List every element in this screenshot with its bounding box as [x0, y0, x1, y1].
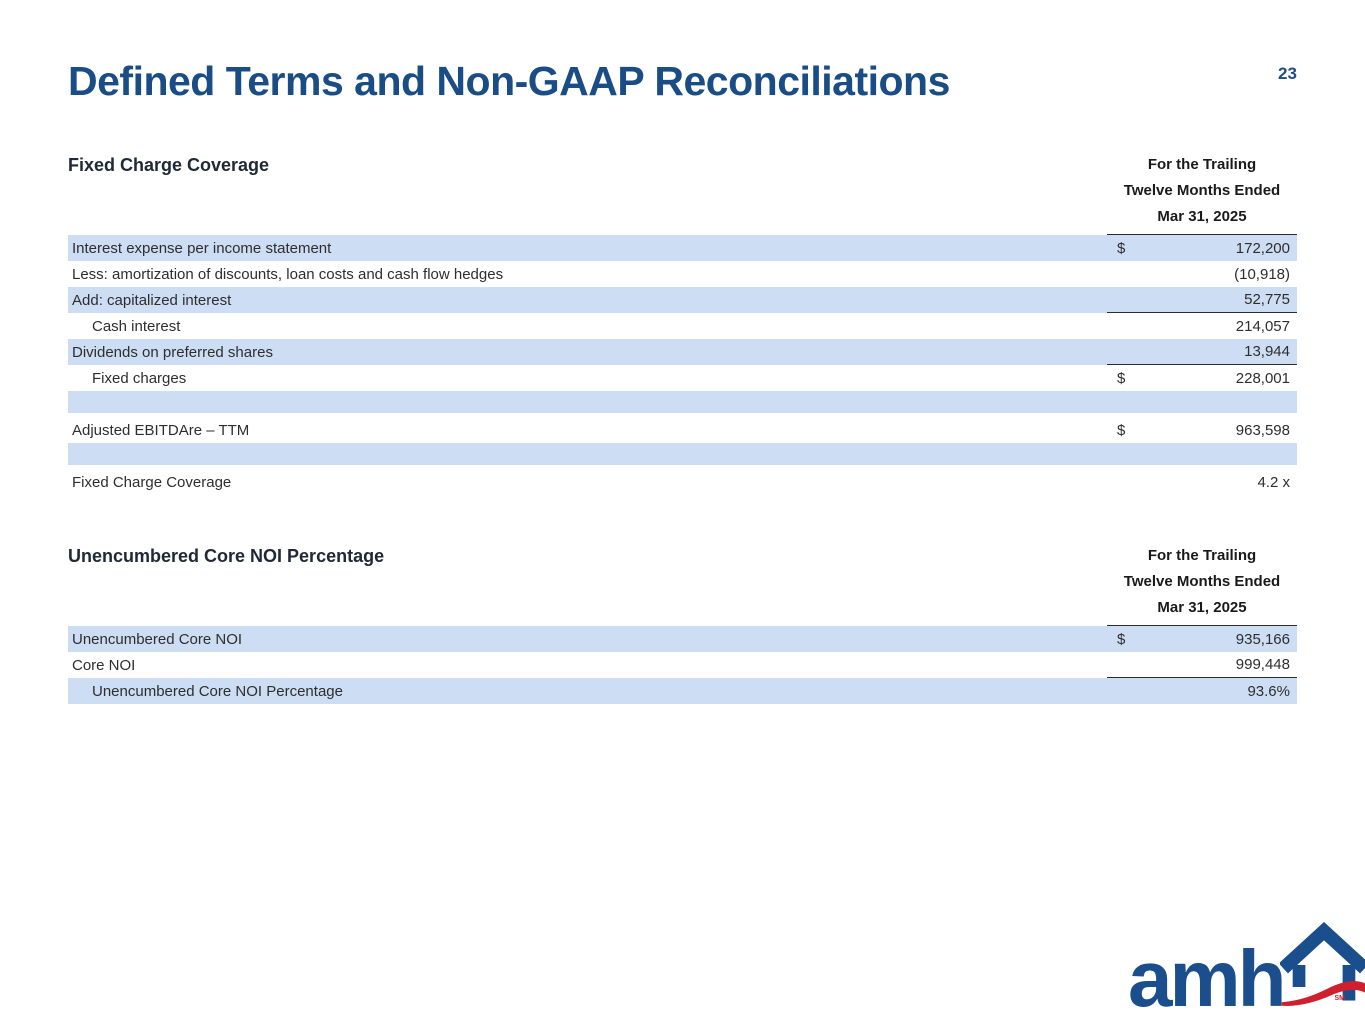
row-amount: 999,448	[1107, 652, 1297, 678]
table-row: Fixed Charge Coverage 4.2 x	[68, 469, 1297, 495]
row-value: 4.2 x	[1257, 473, 1290, 491]
table-row: Cash interest 214,057	[68, 313, 1297, 339]
row-label: Core NOI	[72, 656, 136, 674]
row-label: Fixed Charge Coverage	[72, 473, 232, 491]
period-line: For the Trailing	[1147, 547, 1257, 564]
row-value: (10,918)	[1234, 265, 1290, 283]
row-amount: 93.6%	[1107, 678, 1297, 704]
amh-logo: amh SM	[1128, 921, 1365, 1023]
row-value: 999,448	[1235, 656, 1290, 673]
fixed-charge-coverage-table: Fixed Charge Coverage For the Trailing T…	[68, 152, 1297, 495]
amh-wordmark: amh	[1128, 933, 1286, 1023]
row-amount: $963,598	[1107, 417, 1297, 443]
row-amount: 13,944	[1107, 339, 1297, 365]
dollar-sign: $	[1117, 630, 1126, 648]
table-row: Fixed charges $228,001	[68, 365, 1297, 391]
row-value: 935,166	[1235, 630, 1290, 648]
period-line: Mar 31, 2025	[1157, 208, 1247, 225]
dollar-sign: $	[1117, 369, 1126, 387]
row-value: 172,200	[1235, 239, 1290, 257]
page-number: 23	[1278, 64, 1297, 83]
section-heading: Fixed Charge Coverage	[68, 155, 270, 175]
row-amount: $228,001	[1107, 365, 1297, 391]
table-rows: Unencumbered Core NOI $935,166 Core NOI 999…	[68, 626, 1297, 704]
table-row: Interest expense per income statement $17…	[68, 235, 1297, 261]
table-row: Adjusted EBITDAre – TTM $963,598	[68, 417, 1297, 443]
table-row: Add: capitalized interest 52,775	[68, 287, 1297, 313]
period-header: For the Trailing Twelve Months Ended Mar…	[1107, 543, 1297, 626]
house-icon	[1278, 921, 1365, 1013]
dollar-sign: $	[1117, 421, 1126, 439]
row-amount: 4.2 x	[1107, 469, 1297, 495]
table-spacer-row	[68, 443, 1297, 465]
period-line: Twelve Months Ended	[1123, 573, 1281, 590]
period-line: Twelve Months Ended	[1123, 182, 1281, 199]
period-line: Mar 31, 2025	[1157, 599, 1247, 616]
table-row: Unencumbered Core NOI Percentage 93.6%	[68, 678, 1297, 704]
page-title: Defined Terms and Non-GAAP Reconciliatio…	[68, 58, 950, 104]
row-amount: $172,200	[1107, 235, 1297, 261]
table-header: Fixed Charge Coverage For the Trailing T…	[68, 152, 1297, 235]
row-label: Dividends on preferred shares	[72, 343, 273, 361]
table-row: Dividends on preferred shares 13,944	[68, 339, 1297, 365]
row-label: Add: capitalized interest	[72, 291, 232, 309]
period-line: For the Trailing	[1147, 156, 1257, 173]
dollar-sign: $	[1117, 239, 1126, 257]
row-value: 963,598	[1235, 421, 1290, 439]
service-mark: SM	[1334, 995, 1346, 1002]
period-header: For the Trailing Twelve Months Ended Mar…	[1107, 152, 1297, 235]
row-value: 13,944	[1244, 343, 1290, 360]
table-rows: Interest expense per income statement $17…	[68, 235, 1297, 495]
row-label: Unencumbered Core NOI Percentage	[92, 682, 343, 700]
row-label: Less: amortization of discounts, loan co…	[72, 265, 504, 283]
row-label: Adjusted EBITDAre – TTM	[72, 421, 250, 439]
row-value: 228,001	[1235, 369, 1290, 387]
row-value: 52,775	[1244, 291, 1290, 308]
row-label: Interest expense per income statement	[72, 239, 332, 257]
row-amount: 214,057	[1107, 313, 1297, 339]
unencumbered-core-noi-table: Unencumbered Core NOI Percentage For the…	[68, 543, 1297, 704]
table-row: Core NOI 999,448	[68, 652, 1297, 678]
row-label: Unencumbered Core NOI	[72, 630, 243, 648]
table-header: Unencumbered Core NOI Percentage For the…	[68, 543, 1297, 626]
row-amount: (10,918)	[1107, 261, 1297, 287]
row-value: 214,057	[1235, 317, 1290, 335]
row-amount: $935,166	[1107, 626, 1297, 652]
row-label: Fixed charges	[92, 369, 187, 387]
table-row: Less: amortization of discounts, loan co…	[68, 261, 1297, 287]
row-label: Cash interest	[92, 317, 181, 335]
table-row: Unencumbered Core NOI $935,166	[68, 626, 1297, 652]
section-heading: Unencumbered Core NOI Percentage	[68, 546, 385, 566]
row-amount: 52,775	[1107, 287, 1297, 313]
table-spacer-row	[68, 391, 1297, 413]
row-value: 93.6%	[1247, 682, 1290, 700]
